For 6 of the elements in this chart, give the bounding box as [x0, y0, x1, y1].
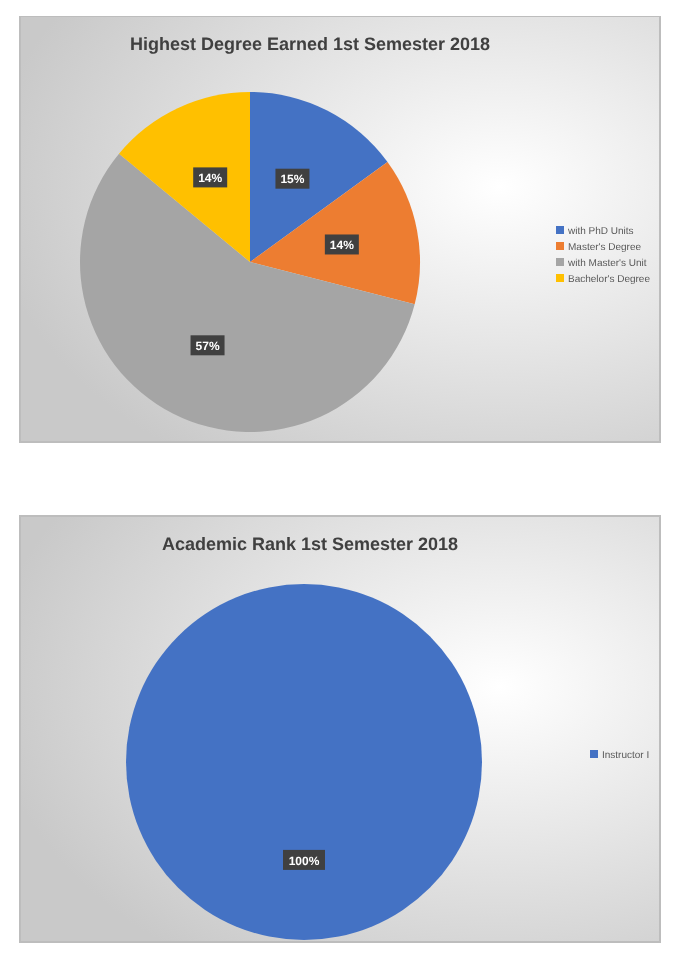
pie-slice — [250, 92, 388, 262]
pie-slice — [250, 162, 420, 305]
pie-slice — [119, 92, 250, 262]
pie-slice — [80, 153, 415, 432]
chart-title: Highest Degree Earned 1st Semester 2018 — [129, 34, 491, 54]
chart-title: Academic Rank 1st Semester 2018 — [161, 534, 459, 554]
